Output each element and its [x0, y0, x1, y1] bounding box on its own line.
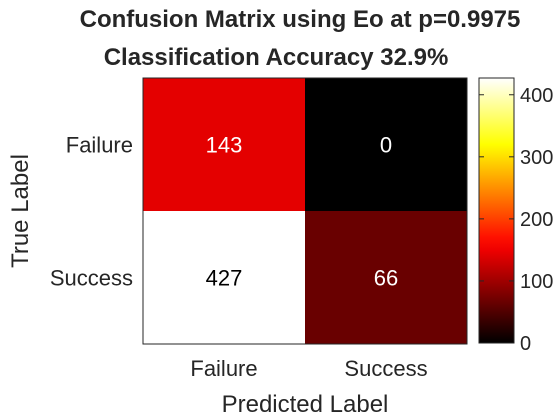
y-axis-label: True Label: [7, 154, 34, 268]
matrix-cells: 143 0 427 66: [143, 78, 467, 344]
colorbar-tick-label: 0: [520, 333, 531, 355]
y-tick-label: Failure: [66, 133, 133, 158]
matrix-cell: [305, 211, 467, 344]
colorbar-ticks: 0 100 200 300 400: [479, 85, 553, 355]
matrix-cell: [305, 78, 467, 211]
chart-subtitle: Classification Accuracy 32.9%: [103, 44, 449, 71]
cell-value-label: 143: [206, 133, 243, 158]
x-tick-label: Failure: [190, 356, 257, 381]
cell-value-label: 427: [206, 266, 243, 291]
colorbar-tick-label: 100: [520, 271, 553, 293]
colorbar-tick-label: 400: [520, 85, 553, 107]
matrix-cell: [143, 78, 305, 211]
cell-value-label: 66: [374, 266, 398, 291]
cell-value-label: 0: [380, 133, 392, 158]
colorbar-tick-label: 200: [520, 209, 553, 231]
colorbar: [478, 77, 515, 344]
x-tick-labels: Failure Success: [190, 356, 427, 381]
x-tick-label: Success: [344, 356, 427, 381]
x-axis-label: Predicted Label: [222, 391, 389, 418]
colorbar-tick-label: 300: [520, 147, 553, 169]
matrix-cell: [143, 211, 305, 344]
y-tick-labels: Failure Success: [50, 133, 133, 291]
y-tick-label: Success: [50, 266, 133, 291]
chart-title: Confusion Matrix using Eo at p=0.9975: [79, 6, 521, 33]
plot-border: [142, 77, 468, 345]
